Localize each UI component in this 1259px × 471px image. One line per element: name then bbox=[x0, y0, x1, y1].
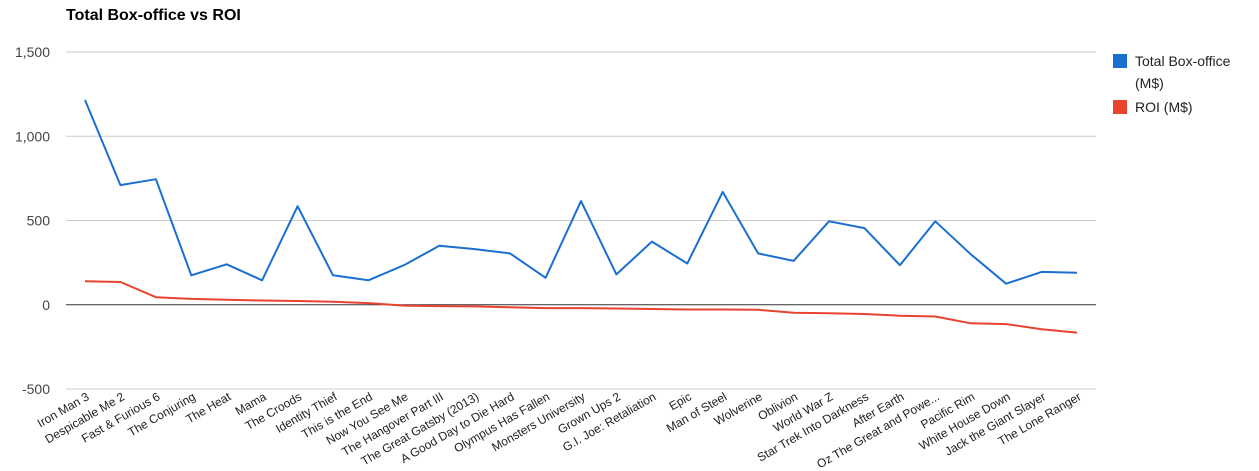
data-point bbox=[685, 261, 689, 265]
data-point bbox=[331, 273, 335, 277]
legend-label-roi: ROI (M$) bbox=[1135, 99, 1193, 115]
data-point bbox=[331, 300, 335, 304]
data-point bbox=[650, 240, 654, 244]
data-point bbox=[1040, 327, 1044, 331]
data-point bbox=[969, 252, 973, 256]
data-point bbox=[437, 244, 441, 248]
gridlines bbox=[66, 51, 1096, 390]
data-point bbox=[792, 259, 796, 263]
data-point bbox=[154, 295, 158, 299]
data-point bbox=[827, 219, 831, 223]
data-point bbox=[189, 297, 193, 301]
data-point bbox=[862, 312, 866, 316]
series-line-roi bbox=[84, 280, 1078, 334]
data-point bbox=[118, 183, 122, 187]
data-point bbox=[225, 298, 229, 302]
data-point bbox=[508, 305, 512, 309]
legend-item-total-box-office: Total Box-office (M$) bbox=[1113, 50, 1259, 94]
data-point bbox=[685, 307, 689, 311]
data-point bbox=[1004, 282, 1008, 286]
y-tick-label: 0 bbox=[42, 297, 50, 313]
data-point bbox=[437, 304, 441, 308]
data-point bbox=[827, 311, 831, 315]
data-point bbox=[366, 301, 370, 305]
data-point bbox=[756, 308, 760, 312]
data-point bbox=[154, 177, 158, 181]
data-point bbox=[473, 247, 477, 251]
data-point bbox=[1075, 331, 1079, 335]
data-point bbox=[402, 263, 406, 267]
data-point bbox=[933, 315, 937, 319]
data-point bbox=[508, 251, 512, 255]
data-point bbox=[83, 98, 87, 102]
data-point bbox=[544, 276, 548, 280]
legend: Total Box-office (M$) ROI (M$) bbox=[1113, 50, 1259, 120]
data-point bbox=[579, 199, 583, 203]
data-point bbox=[721, 190, 725, 194]
data-point bbox=[579, 306, 583, 310]
data-point bbox=[614, 272, 618, 276]
data-point bbox=[260, 299, 264, 303]
data-point bbox=[933, 219, 937, 223]
data-point bbox=[83, 279, 87, 283]
legend-swatch-blue bbox=[1113, 54, 1127, 68]
legend-label-total-box-office: Total Box-office (M$) bbox=[1135, 53, 1231, 91]
data-point bbox=[650, 307, 654, 311]
data-point bbox=[189, 273, 193, 277]
y-tick-label: 500 bbox=[27, 213, 51, 229]
data-point bbox=[473, 304, 477, 308]
series-line-total-box-office bbox=[84, 99, 1078, 285]
data-point bbox=[898, 314, 902, 318]
data-point bbox=[969, 321, 973, 325]
data-point bbox=[296, 299, 300, 303]
data-point bbox=[721, 307, 725, 311]
y-tick-label: 1,000 bbox=[15, 128, 50, 144]
legend-item-roi: ROI (M$) bbox=[1113, 96, 1259, 118]
legend-swatch-red bbox=[1113, 100, 1127, 114]
data-point bbox=[366, 278, 370, 282]
y-tick-label: -500 bbox=[22, 381, 50, 397]
data-point bbox=[260, 278, 264, 282]
data-point bbox=[544, 306, 548, 310]
data-point bbox=[756, 251, 760, 255]
data-point bbox=[792, 311, 796, 315]
y-tick-label: 1,500 bbox=[15, 44, 50, 60]
y-axis-tick-labels: -500 0 500 1,000 1,500 bbox=[15, 44, 50, 397]
data-point bbox=[1075, 271, 1079, 275]
chart-title: Total Box-office vs ROI bbox=[66, 7, 241, 24]
data-point bbox=[898, 263, 902, 267]
data-point bbox=[614, 306, 618, 310]
data-point bbox=[1040, 270, 1044, 274]
data-point bbox=[402, 304, 406, 308]
data-point bbox=[1004, 322, 1008, 326]
data-point bbox=[225, 262, 229, 266]
series-lines bbox=[83, 98, 1079, 335]
data-point bbox=[296, 204, 300, 208]
data-point bbox=[862, 226, 866, 230]
data-point bbox=[118, 280, 122, 284]
